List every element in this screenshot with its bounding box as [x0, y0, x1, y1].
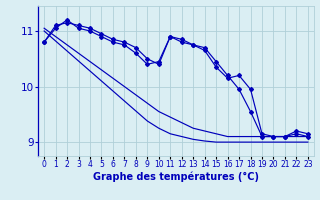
X-axis label: Graphe des températures (°C): Graphe des températures (°C) [93, 172, 259, 182]
